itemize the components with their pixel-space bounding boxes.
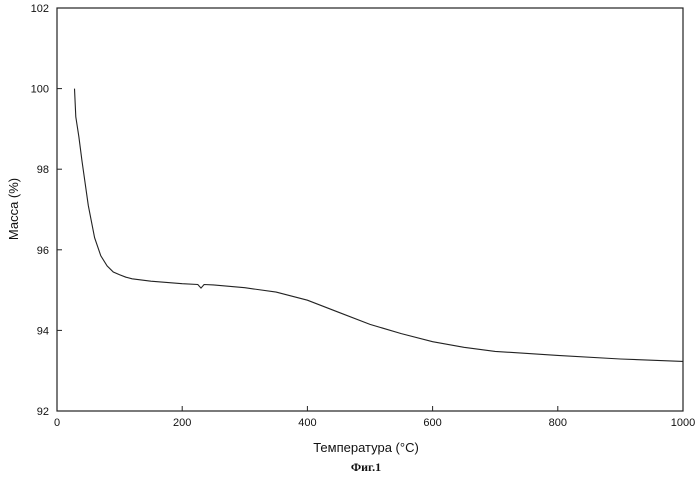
- figure-caption: Фиг.1: [351, 460, 381, 474]
- y-tick-label: 98: [37, 164, 49, 176]
- mass-temperature-curve: [75, 89, 684, 362]
- x-tick-label: 1000: [671, 417, 695, 429]
- y-tick-label: 96: [37, 245, 49, 257]
- plot-area-frame: [57, 8, 683, 411]
- x-tick-label: 400: [298, 417, 316, 429]
- x-axis-title: Температура (°C): [313, 440, 419, 455]
- x-tick-label: 800: [549, 417, 567, 429]
- y-tick-label: 102: [31, 3, 49, 15]
- x-axis-ticks: 0 200 400 600 800 1000: [54, 406, 695, 429]
- x-tick-label: 600: [423, 417, 441, 429]
- x-tick-label: 200: [173, 417, 191, 429]
- x-tick-label: 0: [54, 417, 60, 429]
- y-tick-label: 94: [37, 325, 49, 337]
- y-axis-title: Масса (%): [6, 178, 21, 240]
- y-tick-label: 92: [37, 406, 49, 418]
- y-tick-label: 100: [31, 84, 49, 96]
